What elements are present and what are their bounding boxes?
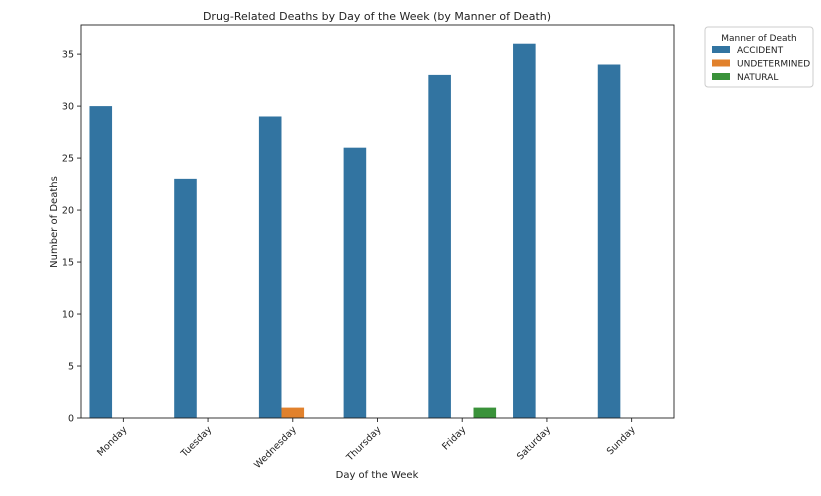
bar-accident-wednesday xyxy=(258,116,282,419)
x-axis: Monday Tuesday Wednesday Thursday Friday Satu… xyxy=(95,418,638,471)
y-tick-label: 5 xyxy=(68,362,74,373)
bar-accident-tuesday xyxy=(174,178,197,418)
y-tick-label: 0 xyxy=(68,414,74,425)
x-tick-label-sunday: Sunday xyxy=(605,424,638,457)
bar-accident-friday xyxy=(428,74,451,419)
y-tick-label: 25 xyxy=(62,154,74,165)
y-axis-label: Number of Deaths xyxy=(49,176,60,268)
legend-label-accident: ACCIDENT xyxy=(737,46,784,56)
legend-title: Manner of Death xyxy=(721,34,797,44)
bar-accident-thursday xyxy=(343,147,367,418)
x-tick-label-saturday: Saturday xyxy=(515,424,553,462)
plot-frame xyxy=(80,24,675,419)
legend-items: ACCIDENT UNDETERMINED NATURAL xyxy=(712,46,810,83)
legend: Manner of Death ACCIDENT UNDETERMINED NATU… xyxy=(704,26,814,88)
y-tick-label: 30 xyxy=(62,102,74,113)
x-tick-label-friday: Friday xyxy=(440,424,468,452)
legend-swatch-undetermined xyxy=(712,59,730,67)
bar-accident-monday xyxy=(89,106,113,418)
x-tick-label-wednesday: Wednesday xyxy=(252,424,299,471)
x-tick-label-tuesday: Tuesday xyxy=(178,424,214,460)
legend-frame xyxy=(704,26,814,88)
legend-label-undetermined: UNDETERMINED xyxy=(737,60,810,70)
y-axis: 0 5 10 15 20 25 30 35 xyxy=(62,50,81,425)
bar-undetermined-wednesday xyxy=(281,407,305,418)
legend-swatch-natural xyxy=(712,73,730,80)
bar-natural-friday xyxy=(473,407,497,418)
bar-accident-sunday xyxy=(597,64,621,418)
x-axis-label: Day of the Week xyxy=(336,470,419,481)
legend-swatch-accident xyxy=(712,46,730,53)
y-tick-label: 35 xyxy=(62,50,74,61)
y-tick-label: 20 xyxy=(62,206,74,217)
legend-label-natural: NATURAL xyxy=(737,73,778,83)
chart-title: Drug-Related Deaths by Day of the Week (… xyxy=(203,10,551,23)
bar-accident-saturday xyxy=(513,43,536,419)
y-tick-label: 10 xyxy=(62,310,74,321)
x-tick-label-thursday: Thursday xyxy=(344,424,384,464)
x-tick-label-monday: Monday xyxy=(95,424,130,459)
y-tick-label: 15 xyxy=(62,258,74,269)
bars-layer xyxy=(89,43,621,419)
